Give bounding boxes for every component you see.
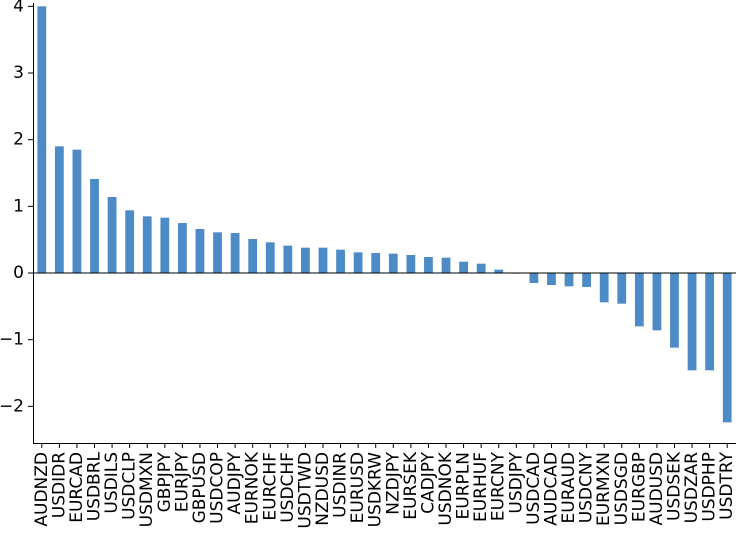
x-tick-label: EURUSD [348,452,368,523]
bar-audcad [547,273,556,285]
bar-usdtwd [301,247,310,273]
x-tick-label: NZDJPY [383,451,403,514]
bar-eurnok [248,239,258,273]
x-tick-label: AUDCAD [541,452,561,526]
x-tick-label: AUDJPY [225,451,245,514]
bars-group [37,6,732,423]
x-tick-label: EURCNY [489,451,509,521]
bar-cadjpy [424,257,433,273]
bar-usdtry [722,273,732,423]
x-tick-label: USDINR [331,452,351,518]
bar-nzdusd [318,247,328,273]
x-tick-label: EURJPY [172,451,192,512]
bar-usdcad [529,273,539,283]
bar-usdchf [283,245,293,273]
bar-eurcad [72,149,82,273]
x-tick-label: USDCOP [208,452,228,524]
bar-usdphp [705,273,715,371]
x-tick-label: NZDUSD [313,452,333,526]
bar-nzdjpy [388,253,398,273]
bar-gbpusd [195,229,205,273]
x-tick-label: AUDNZD [32,452,52,527]
x-tick-label: EURCAD [67,452,87,523]
bar-usdzar [687,273,697,371]
bar-audjpy [230,233,240,273]
plot-area: 4 3 2 1 0 −1 −2 AUDNZDUSDIDREURCADUSDBRLUSDILS… [0,0,737,529]
x-tick-label: USDNOK [436,451,456,525]
x-tick-label: GBPJPY [155,451,175,512]
x-tick-label: USDPHP [700,452,720,522]
bar-eurgbp [634,273,644,327]
bar-usdclp [125,210,135,273]
bar-eurhuf [476,263,486,273]
x-tick-label: USDZAR [682,452,702,524]
y-tick-label: 2 [13,130,24,150]
x-tick-label: USDILS [102,452,122,514]
bar-usdnok [441,257,451,273]
x-axis-ticks: AUDNZDUSDIDREURCADUSDBRLUSDILSUSDCLPUSDM… [32,443,737,529]
x-tick-label: EURNOK [243,451,263,524]
x-tick-label: USDSGD [612,452,632,525]
y-axis-ticks: 4 3 2 1 0 −1 −2 [0,0,33,416]
x-tick-label: USDCNY [577,451,597,523]
bar-eurcny [494,269,504,273]
x-tick-label: USDCLP [120,452,140,520]
bar-audusd [652,273,662,331]
bar-usdils [107,197,117,273]
y-tick-label: 1 [13,196,24,216]
y-tick-label: −2 [0,396,24,416]
x-tick-label: EURSEK [401,451,421,520]
bar-gbpjpy [160,217,170,273]
bar-usdcop [213,232,222,273]
x-tick-label: EURAUD [559,452,579,523]
x-tick-label: USDTWD [295,452,315,529]
x-tick-label: USDTRY [717,451,737,519]
x-tick-label: USDCAD [524,452,544,525]
x-tick-label: USDIDR [49,452,69,518]
y-tick-label: −1 [0,330,24,350]
x-tick-label: USDBRL [85,451,105,521]
bar-eurjpy [177,223,187,273]
x-tick-label: GBPUSD [190,452,210,523]
bar-eursek [406,255,416,273]
x-tick-label: EURHUF [471,452,491,522]
x-tick-label: EURMXN [594,452,614,526]
x-tick-label: AUDUSD [647,452,667,526]
bar-usdbrl [90,179,99,273]
bar-usdidr [54,146,64,273]
x-tick-label: EURPLN [454,452,474,519]
y-tick-label: 4 [13,0,24,16]
bar-euraud [564,273,574,287]
bar-usdsgd [617,273,627,304]
bar-eurchf [265,242,275,273]
x-tick-label: CADJPY [418,451,438,513]
x-tick-label: EURGBP [629,452,649,522]
x-tick-label: USDMXN [137,452,157,527]
bar-usdinr [336,249,345,273]
x-tick-label: USDKRW [366,452,386,528]
x-tick-label: USDJPY [506,451,526,513]
bar-eurmxn [599,273,609,303]
bar-usdcny [582,273,592,287]
x-tick-label: USDSEK [664,451,684,521]
y-tick-label: 0 [13,263,24,283]
x-tick-label: USDCHF [278,452,298,523]
x-tick-label: EURCHF [260,452,280,521]
bar-usdkrw [371,253,381,273]
bar-eurpln [459,261,468,273]
y-tick-label: 3 [13,63,24,83]
bar-audnzd [37,6,47,274]
bar-eurusd [353,252,363,273]
bar-usdmxn [142,216,152,273]
bar-usdsek [670,273,679,348]
